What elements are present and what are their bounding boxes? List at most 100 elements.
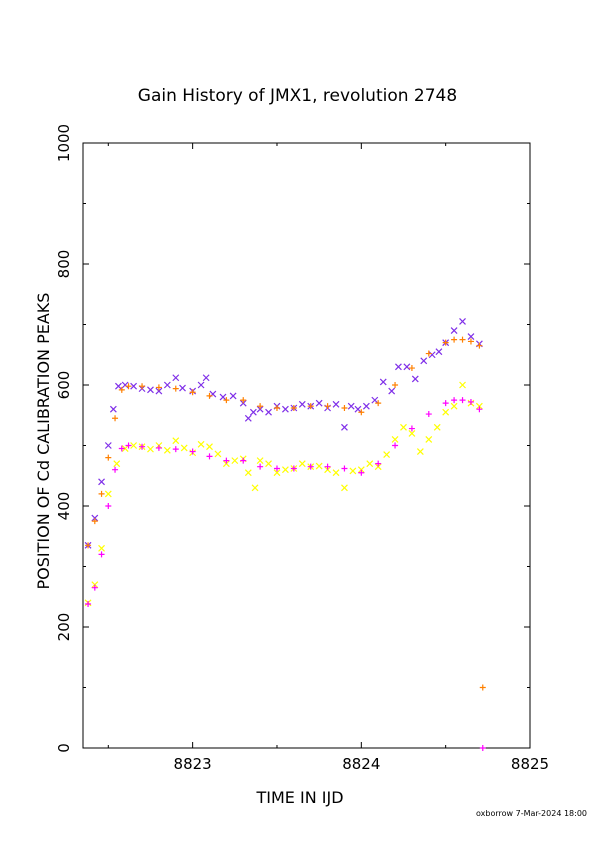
data-point <box>85 601 92 608</box>
data-point <box>155 384 162 391</box>
data-point <box>155 444 162 451</box>
data-point <box>476 406 483 413</box>
data-point <box>104 490 112 498</box>
data-point <box>256 457 264 465</box>
data-point <box>244 469 252 477</box>
data-point <box>249 408 257 416</box>
data-point <box>281 405 289 413</box>
data-point <box>139 443 146 450</box>
data-point <box>98 478 105 486</box>
data-point <box>290 465 297 472</box>
data-point <box>425 350 432 357</box>
data-point <box>332 400 340 408</box>
data-point <box>425 436 433 443</box>
data-point <box>239 399 247 407</box>
data-point <box>332 469 340 477</box>
data-point <box>265 460 272 468</box>
data-point <box>112 415 119 422</box>
data-point <box>189 448 196 455</box>
data-point <box>197 440 205 448</box>
data-point <box>273 404 280 411</box>
data-point <box>391 436 399 443</box>
data-point <box>479 745 486 751</box>
data-point <box>358 469 365 476</box>
data-point <box>450 327 458 334</box>
data-point <box>459 336 466 343</box>
y-tick-label: 800 <box>55 250 73 279</box>
data-point <box>273 469 281 477</box>
data-point <box>395 363 402 371</box>
data-point <box>147 386 154 394</box>
data-point <box>244 414 252 422</box>
data-point <box>251 484 259 492</box>
data-point <box>416 448 424 455</box>
data-point <box>222 460 230 468</box>
series-1 <box>85 336 486 691</box>
data-point <box>451 397 458 404</box>
y-tick-label: 0 <box>55 743 73 753</box>
data-point <box>98 544 105 552</box>
data-point <box>307 463 314 470</box>
data-point <box>206 453 213 460</box>
data-point <box>189 389 196 396</box>
data-point <box>298 400 306 408</box>
data-point <box>121 445 129 452</box>
x-tick-label: 8823 <box>174 755 212 773</box>
data-point <box>433 423 441 431</box>
data-point <box>476 342 483 349</box>
data-point <box>91 518 98 525</box>
data-point <box>155 387 163 395</box>
data-point <box>223 457 230 464</box>
data-point <box>172 385 179 392</box>
data-point <box>257 463 264 470</box>
data-point <box>341 484 348 492</box>
series-0 <box>84 318 483 549</box>
data-point <box>240 397 247 404</box>
data-point <box>403 363 411 371</box>
data-point <box>130 382 138 390</box>
data-point <box>179 384 186 392</box>
data-point <box>467 333 475 341</box>
data-point <box>349 467 357 475</box>
data-point <box>118 386 125 393</box>
data-point <box>104 442 112 449</box>
data-point <box>408 425 415 432</box>
data-point <box>375 400 382 407</box>
data-point <box>475 402 483 410</box>
data-point <box>130 442 138 449</box>
data-point <box>206 392 213 399</box>
data-point <box>450 402 458 410</box>
data-point <box>408 429 416 437</box>
data-point <box>371 396 379 404</box>
data-point <box>290 404 297 411</box>
data-point <box>362 402 370 410</box>
data-point <box>105 503 112 509</box>
data-point <box>172 374 180 382</box>
data-point <box>256 405 264 413</box>
data-point <box>98 490 105 497</box>
data-point <box>467 338 474 345</box>
data-point <box>392 382 399 388</box>
data-point <box>354 405 362 413</box>
data-point <box>459 397 466 404</box>
data-points <box>84 318 486 751</box>
data-point <box>315 462 323 470</box>
x-axis: 8823 8824 8825 <box>107 143 549 773</box>
data-point <box>105 454 112 461</box>
data-point <box>219 393 227 401</box>
data-point <box>91 514 99 522</box>
data-point <box>231 457 239 465</box>
data-point <box>125 383 132 390</box>
data-point <box>307 403 314 410</box>
data-point <box>400 423 407 431</box>
data-point <box>214 450 222 458</box>
data-point <box>139 383 146 390</box>
data-point <box>358 409 365 416</box>
data-point <box>442 339 449 346</box>
data-point <box>428 351 436 359</box>
data-point <box>85 542 92 549</box>
data-point <box>324 466 332 474</box>
data-point <box>459 381 466 389</box>
data-point <box>172 437 180 445</box>
data-point <box>451 336 458 343</box>
